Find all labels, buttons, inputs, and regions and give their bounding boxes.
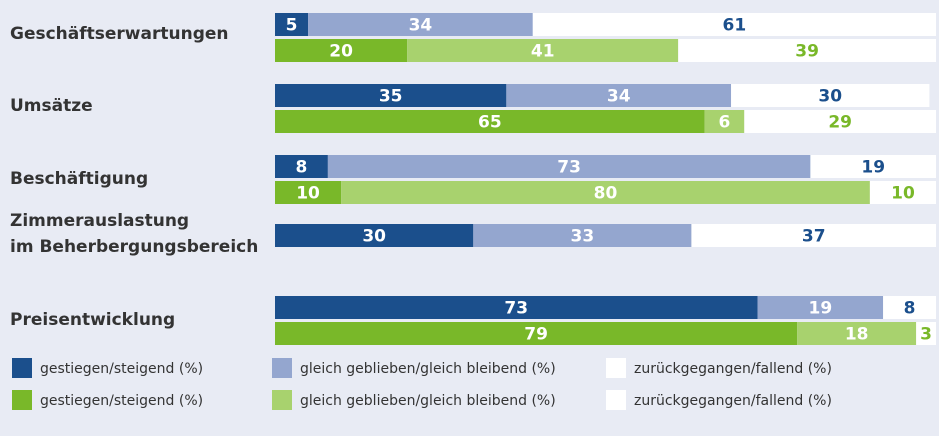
bar-segment: [883, 296, 936, 319]
legend-swatch: [272, 390, 292, 410]
bar-segment: [327, 155, 811, 178]
value-label: 61: [723, 16, 747, 36]
bar-segment: [869, 181, 936, 204]
value-label: 37: [802, 227, 826, 247]
value-label: 18: [845, 325, 869, 345]
category-label: Umsätze: [10, 96, 93, 116]
bar-segment: [275, 84, 507, 107]
legend-swatch: [12, 390, 32, 410]
value-label: 6: [719, 113, 731, 133]
value-label: 73: [504, 299, 528, 319]
value-label: 34: [607, 87, 631, 107]
value-label: 34: [409, 16, 433, 36]
value-label: 30: [362, 227, 386, 247]
bar-segment: [308, 13, 533, 36]
bar-segment: [275, 39, 408, 62]
bar-segment: [275, 224, 474, 247]
value-label: 19: [861, 158, 885, 178]
bar-segment: [407, 39, 679, 62]
bar-segment: [275, 155, 328, 178]
legend-swatch: [12, 358, 32, 378]
value-label: 33: [571, 227, 595, 247]
legend-label: zurückgegangen/fallend (%): [634, 393, 832, 409]
legend-label: gestiegen/steigend (%): [40, 361, 203, 377]
value-label: 5: [286, 16, 298, 36]
bar-segment: [731, 84, 930, 107]
bar-segment: [275, 296, 758, 319]
value-label: 19: [808, 299, 832, 319]
bar-segment: [744, 110, 936, 133]
bar-segment: [341, 181, 870, 204]
value-label: 39: [795, 42, 819, 62]
bar-segment: [532, 13, 936, 36]
bar-segment: [473, 224, 692, 247]
value-label: 29: [828, 113, 852, 133]
value-label: 79: [524, 325, 548, 345]
bar-segment: [810, 155, 936, 178]
category-label: Zimmerauslastung im Beherbergungsbereich: [10, 211, 259, 257]
value-label: 80: [594, 184, 618, 204]
value-label: 3: [920, 325, 932, 345]
bar-segment: [678, 39, 936, 62]
bar-segment: [757, 296, 884, 319]
bar-segment: [275, 110, 705, 133]
category-label: Preisentwicklung: [10, 310, 176, 330]
legend-swatch: [606, 358, 626, 378]
bar-segment: [704, 110, 745, 133]
value-label: 65: [478, 113, 502, 133]
bar-segment: [916, 322, 936, 345]
value-label: 41: [531, 42, 555, 62]
value-label: 73: [557, 158, 581, 178]
value-label: 10: [296, 184, 320, 204]
legend-label: zurückgegangen/fallend (%): [634, 361, 832, 377]
category-label: Geschäftserwartungen: [10, 24, 229, 44]
value-label: 10: [891, 184, 915, 204]
bar-segment: [275, 181, 342, 204]
legend-label: gleich geblieben/gleich bleibend (%): [300, 361, 556, 377]
legend-label: gestiegen/steigend (%): [40, 393, 203, 409]
category-label: Beschäftigung: [10, 169, 149, 189]
legend-swatch: [272, 358, 292, 378]
value-label: 20: [329, 42, 353, 62]
legend-label: gleich geblieben/gleich bleibend (%): [300, 393, 556, 409]
value-label: 35: [379, 87, 403, 107]
legend-swatch: [606, 390, 626, 410]
value-label: 8: [296, 158, 308, 178]
bar-segment: [506, 84, 732, 107]
value-label: 30: [818, 87, 842, 107]
value-label: 8: [904, 299, 916, 319]
bar-segment: [797, 322, 917, 345]
bar-segment: [275, 322, 798, 345]
bar-segment: [691, 224, 936, 247]
bar-segment: [275, 13, 309, 36]
